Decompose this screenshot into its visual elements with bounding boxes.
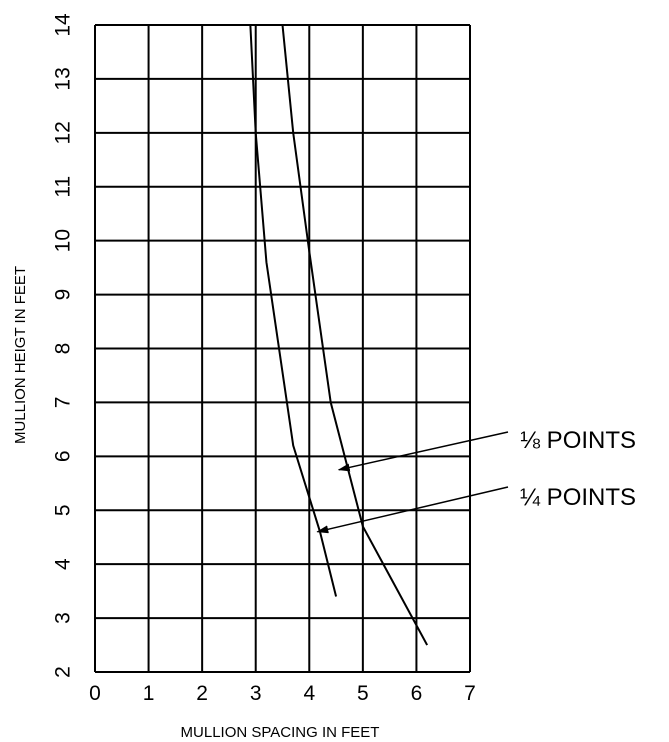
y-tick-13: 13	[52, 67, 75, 90]
y-axis-label: MULLION HEIGT IN FEET	[12, 266, 29, 444]
annotation-label-eighth-points: ⅛ POINTS	[520, 427, 636, 454]
y-tick-4: 4	[52, 558, 75, 570]
x-tick-2: 2	[196, 682, 208, 705]
x-tick-4: 4	[303, 682, 315, 705]
series-line-quarter-points	[249, 24, 338, 597]
arrow-quarter-points	[316, 486, 509, 534]
y-tick-labels: 2 3 4 5 6 7 8 9 10 11 12 13 14	[52, 13, 75, 678]
y-tick-5: 5	[52, 504, 75, 516]
y-tick-12: 12	[52, 121, 75, 144]
x-tick-0: 0	[89, 682, 101, 705]
y-tick-7: 7	[52, 397, 75, 409]
annotations: ⅛ POINTS ¼ POINTS	[316, 427, 636, 534]
x-tick-7: 7	[464, 682, 476, 705]
series-line-eighth-points	[281, 24, 429, 646]
x-tick-1: 1	[143, 682, 155, 705]
annotation-label-quarter-points: ¼ POINTS	[520, 484, 636, 511]
arrow-eighth-points	[337, 431, 509, 472]
y-tick-8: 8	[52, 343, 75, 355]
y-tick-14: 14	[52, 13, 75, 37]
y-tick-11: 11	[52, 176, 75, 198]
y-tick-9: 9	[52, 289, 75, 301]
x-tick-6: 6	[411, 682, 423, 705]
y-tick-10: 10	[52, 229, 75, 252]
x-tick-labels: 0 1 2 3 4 5 6 7	[89, 682, 476, 705]
x-axis-label: MULLION SPACING IN FEET	[181, 724, 380, 741]
y-tick-2: 2	[52, 666, 75, 678]
grid	[94, 24, 471, 673]
series-lines	[249, 24, 429, 646]
x-tick-5: 5	[357, 682, 369, 705]
x-tick-3: 3	[250, 682, 262, 705]
y-tick-3: 3	[52, 612, 75, 624]
y-tick-6: 6	[52, 450, 75, 462]
